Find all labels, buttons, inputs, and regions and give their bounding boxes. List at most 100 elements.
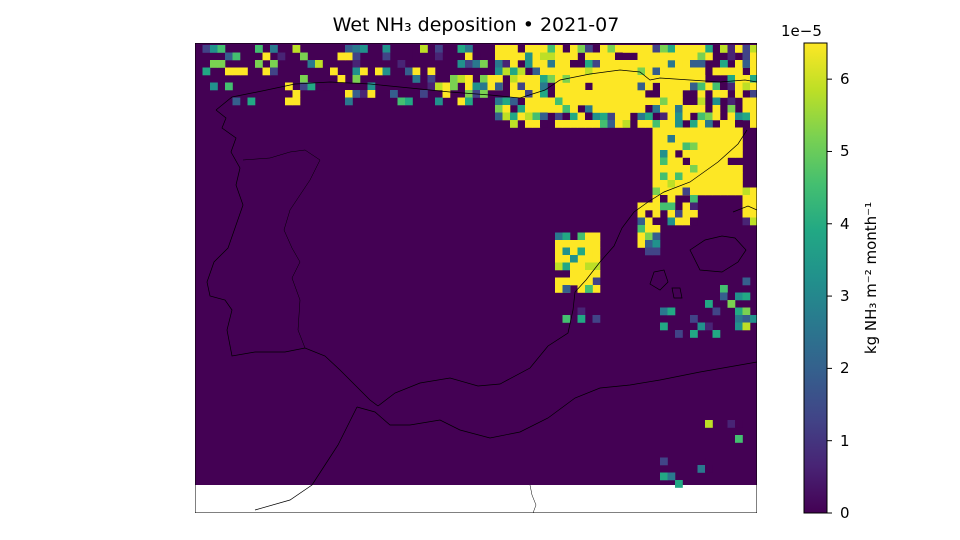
deposition-cell <box>637 210 646 218</box>
deposition-cell <box>675 52 683 61</box>
deposition-cell <box>562 270 571 278</box>
deposition-cell <box>637 52 646 61</box>
deposition-cell <box>727 52 736 61</box>
deposition-cell <box>705 135 713 143</box>
deposition-cell <box>712 67 721 76</box>
deposition-cell <box>645 45 653 53</box>
deposition-cell <box>270 60 278 68</box>
deposition-cell <box>615 90 623 98</box>
deposition-cell <box>210 45 218 53</box>
deposition-cell <box>645 112 653 121</box>
deposition-cell <box>607 82 616 91</box>
deposition-cell <box>727 82 736 91</box>
deposition-cell <box>592 82 601 91</box>
deposition-cell <box>742 307 751 316</box>
deposition-cell <box>270 67 278 76</box>
deposition-cell <box>742 97 751 106</box>
deposition-cell <box>660 180 668 188</box>
deposition-cell <box>727 187 736 196</box>
deposition-cell <box>577 82 586 91</box>
deposition-cell <box>682 142 691 151</box>
deposition-cell <box>735 67 743 76</box>
deposition-cell <box>637 60 646 68</box>
deposition-cell <box>585 105 593 113</box>
deposition-cell <box>495 67 503 76</box>
deposition-cell <box>510 52 518 61</box>
deposition-cell <box>457 60 466 68</box>
deposition-cell <box>667 165 676 173</box>
deposition-cell <box>682 172 691 181</box>
deposition-cell <box>532 105 541 113</box>
deposition-cell <box>570 97 578 106</box>
deposition-cell <box>690 187 698 196</box>
deposition-cell <box>450 82 458 91</box>
deposition-cell <box>690 120 698 128</box>
deposition-cell <box>615 112 623 121</box>
deposition-cell <box>465 82 473 91</box>
map-panel <box>195 43 757 513</box>
deposition-cell <box>720 157 728 166</box>
deposition-cell <box>555 120 563 128</box>
deposition-cell <box>435 82 443 91</box>
deposition-cell <box>577 315 586 323</box>
deposition-cell <box>232 67 241 76</box>
colorbar-tick-label: 0 <box>840 504 850 522</box>
deposition-cell <box>660 157 668 166</box>
deposition-cell <box>645 225 653 233</box>
deposition-cell <box>630 75 638 83</box>
deposition-cell <box>735 112 743 121</box>
deposition-cell <box>705 112 713 121</box>
deposition-cell <box>397 60 406 68</box>
deposition-cell <box>705 142 713 151</box>
deposition-cell <box>667 180 676 188</box>
deposition-cell <box>750 217 757 226</box>
deposition-cell <box>697 180 706 188</box>
deposition-cell <box>682 45 691 53</box>
deposition-cell <box>292 90 301 98</box>
deposition-cell <box>750 112 757 121</box>
deposition-cell <box>607 52 616 61</box>
deposition-cell <box>690 135 698 143</box>
deposition-cell <box>750 195 757 203</box>
deposition-cell <box>525 97 533 106</box>
deposition-cell <box>382 52 391 61</box>
deposition-cell <box>510 67 518 76</box>
deposition-cell <box>750 67 757 76</box>
deposition-cell <box>547 45 556 53</box>
deposition-cell <box>622 82 631 91</box>
deposition-cell <box>697 187 706 196</box>
deposition-cell <box>660 202 668 211</box>
deposition-cell <box>645 120 653 128</box>
deposition-cell <box>502 97 511 106</box>
deposition-cell <box>652 60 661 68</box>
deposition-cell <box>667 105 676 113</box>
deposition-cell <box>697 142 706 151</box>
deposition-cell <box>615 105 623 113</box>
deposition-cell <box>630 82 638 91</box>
deposition-cell <box>735 142 743 151</box>
deposition-cell <box>667 142 676 151</box>
deposition-cell <box>667 135 676 143</box>
deposition-cell <box>600 82 608 91</box>
deposition-cell <box>667 187 676 196</box>
deposition-cell <box>637 225 646 233</box>
deposition-cell <box>652 180 661 188</box>
deposition-cell <box>225 67 233 76</box>
deposition-cell <box>540 105 548 113</box>
deposition-cell <box>645 52 653 61</box>
deposition-cell <box>675 45 683 53</box>
deposition-cell <box>495 97 503 106</box>
deposition-cell <box>457 45 466 53</box>
deposition-cell <box>562 60 571 68</box>
deposition-cell <box>637 90 646 98</box>
deposition-cell <box>465 97 473 106</box>
colorbar-tick-label: 3 <box>840 287 850 306</box>
deposition-cell <box>577 120 586 128</box>
deposition-cell <box>502 45 511 53</box>
deposition-cell <box>585 45 593 53</box>
deposition-cell <box>607 75 616 83</box>
deposition-cell <box>712 180 721 188</box>
deposition-cell <box>652 247 661 256</box>
deposition-cell <box>667 202 676 211</box>
deposition-cell <box>615 52 623 61</box>
